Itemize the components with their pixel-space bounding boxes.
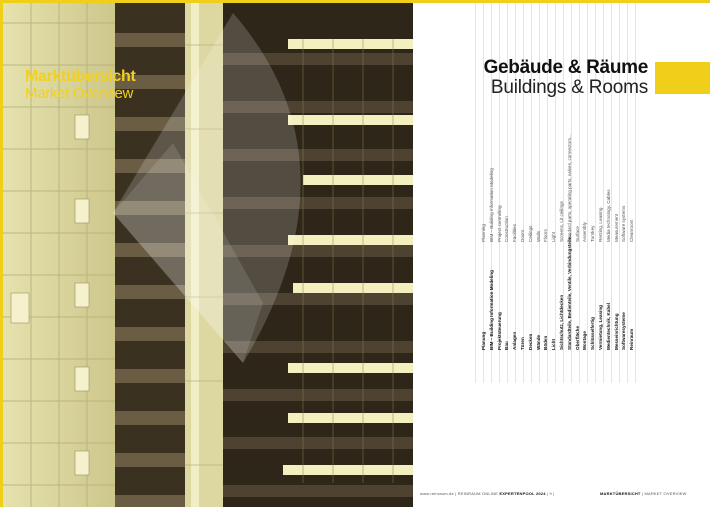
title-german: Gebäude & Räume bbox=[483, 57, 649, 78]
kicker-english: Market Overview bbox=[25, 85, 134, 102]
left-accent-border bbox=[0, 0, 3, 507]
accent-bar bbox=[655, 62, 710, 94]
page-title: Gebäude & Räume Buildings & Rooms bbox=[483, 57, 649, 98]
building-photo: Marktübersicht Market Overview bbox=[3, 3, 413, 507]
footer-page-number: | 9 | bbox=[546, 491, 555, 496]
top-accent-border bbox=[0, 0, 710, 3]
footer-publication: | REINRAUM ONLINE bbox=[455, 491, 499, 496]
footer-left: www.reinraum.de | REINRAUM ONLINE EXPERT… bbox=[420, 491, 555, 496]
kicker-german: Marktübersicht bbox=[25, 68, 136, 85]
footer-site: www.reinraum.de bbox=[420, 491, 454, 496]
category-en-19: Cleanroom bbox=[629, 219, 635, 242]
category-de-19: Reinraum bbox=[629, 328, 635, 350]
footer-right: MARKTÜBERSICHT | MARKET OVERVIEW bbox=[600, 491, 687, 496]
footer-section-title: MARKTÜBERSICHT bbox=[600, 491, 641, 496]
vertical-guide-lines bbox=[475, 3, 636, 383]
footer-section-sub: | MARKET OVERVIEW bbox=[641, 491, 687, 496]
building-illustration bbox=[3, 3, 413, 507]
section-kicker: Marktübersicht Market Overview bbox=[25, 68, 136, 103]
title-english: Buildings & Rooms bbox=[490, 77, 648, 98]
footer-issue: EXPERTENPOOL 2024 bbox=[499, 491, 546, 496]
category-list: Planung BIM – Building Information Modeli… bbox=[478, 134, 648, 350]
